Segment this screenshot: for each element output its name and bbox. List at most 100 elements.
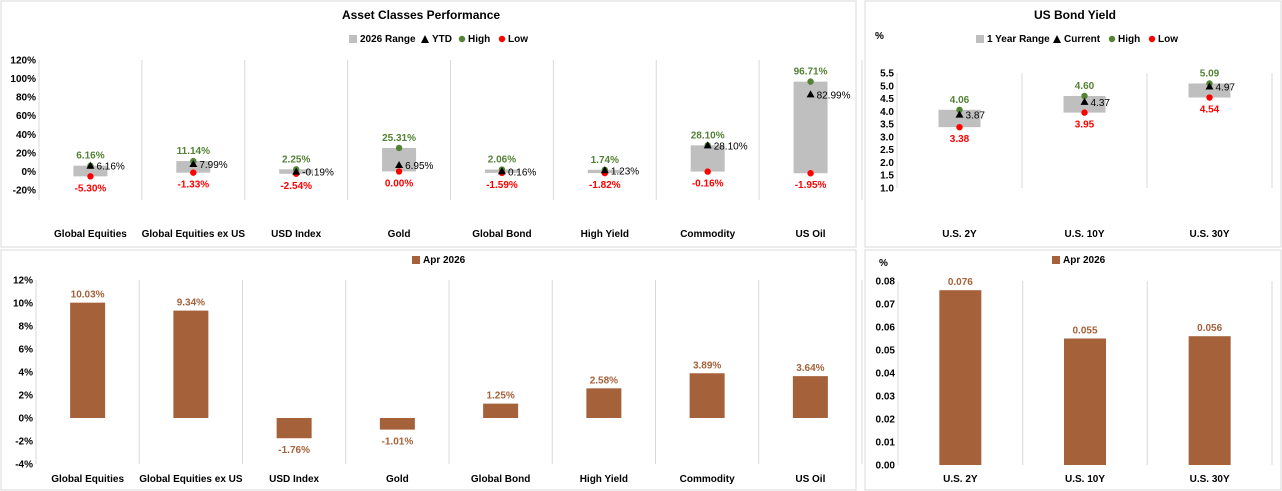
panel-bond-range [864,0,1282,248]
y-tick-label: 40% [16,130,36,141]
low-marker [956,123,963,131]
asset-range-title: Asset Classes Performance [342,8,500,22]
bar-value-label: -1.01% [382,437,414,448]
y-tick-label: 5.5 [880,69,894,80]
legend-label-low: Low [1158,34,1178,45]
x-category-label: US Oil [795,474,825,485]
y-tick-label: 0% [22,167,37,178]
current-marker [1205,82,1214,90]
low-marker [1081,109,1088,116]
y-tick-label: 0.01 [876,438,896,449]
x-category-label: U.S. 2Y [942,229,977,240]
y-tick-label: 5.0 [880,81,894,92]
y-tick-label: 6% [19,345,34,356]
high-value-label: 25.31% [382,133,416,144]
high-value-label: 2.06% [488,155,516,166]
high-value-label: 4.60 [1075,81,1095,92]
legend-swatch-range [349,35,357,43]
bond-range-legend: 1 Year Range Current High Low [976,34,1178,45]
bar-value-label: 10.03% [71,290,105,301]
current-value-label: 82.99% [817,90,851,101]
bond-monthly-legend: Apr 2026 [1052,255,1106,266]
current-marker [395,160,404,168]
legend-high-icon [1108,35,1116,43]
y-tick-label: 0.00 [876,461,896,472]
x-category-label: Global Equities [54,229,127,240]
bar-value-label: -1.76% [278,445,310,456]
y-tick-label: 3.0 [880,132,894,143]
current-value-label: 4.37 [1091,98,1111,109]
bar-value-label: 9.34% [177,298,205,309]
x-category-label: U.S. 30Y [1189,229,1229,240]
legend-low-icon [1148,35,1156,43]
current-value-label: 4.97 [1216,83,1236,94]
asset-monthly-legend: Apr 2026 [412,255,466,266]
y-tick-label: 2.0 [880,158,894,169]
y-tick-label: 0% [19,414,34,425]
bar [586,388,622,418]
low-marker [704,168,711,175]
bar-value-label: 0.056 [1197,323,1222,334]
panel-bond-monthly [864,249,1282,491]
low-value-label: -1.33% [177,180,209,191]
low-marker [190,169,197,176]
y-tick-label: 0.07 [876,300,896,311]
range-bar [690,145,725,172]
legend-swatch-range [976,35,984,43]
x-category-label: USD Index [271,229,321,240]
bond-range-title: US Bond Yield [1034,8,1116,22]
bar [792,376,828,418]
x-category-label: Gold [386,474,409,485]
y-tick-label: 0.02 [876,415,896,426]
current-value-label: 3.87 [966,111,986,122]
y-tick-label: 20% [16,148,36,159]
x-category-label: U.S. 30Y [1190,474,1230,485]
y-tick-label: 10% [13,299,33,310]
y-tick-label: 0.03 [876,392,896,403]
asset-range-plot: -20% 0% 20% 40% 60% 80% 100% 120% Global Equitie… [10,56,863,240]
legend-label-range: 1 Year Range [987,34,1050,45]
y-tick-label: 0.06 [876,323,896,334]
legend-label-ytd: YTD [432,34,452,45]
x-category-label: U.S. 2Y [943,474,978,485]
low-value-label: -0.16% [692,179,724,190]
bar-value-label: 0.055 [1072,326,1097,337]
x-category-label: High Yield [580,474,628,485]
y-tick-label: 0.05 [876,346,896,357]
current-value-label: 0.16% [508,167,536,178]
x-category-label: Commodity [680,474,735,485]
high-value-label: 96.71% [794,67,828,78]
bar-value-label: 3.89% [693,360,721,371]
y-tick-label: -2% [15,437,33,448]
current-value-label: 7.99% [199,160,227,171]
low-marker [87,173,94,180]
x-category-label: Global Equities ex US [139,474,243,485]
current-marker [703,141,712,149]
current-marker [497,167,506,175]
y-tick-label: -20% [13,186,36,197]
asset-monthly-plot: -4% -2% 0% 2% 4% 6% 8% 10% 12% Global Equities Glo… [13,276,863,485]
x-category-label: US Oil [796,229,826,240]
legend-high-icon [458,35,466,43]
high-value-label: 28.10% [691,130,725,141]
current-marker [955,110,964,118]
current-marker [806,90,815,98]
low-marker [1206,94,1213,101]
x-category-label: Global Equities [51,474,124,485]
legend-swatch-monthly [412,256,420,264]
current-marker [189,160,198,168]
y-tick-label: 100% [10,74,36,85]
y-tick-label: 60% [16,111,36,122]
y-tick-label: 0.08 [876,277,896,288]
low-value-label: -1.82% [589,180,621,191]
high-value-label: 6.16% [76,151,104,162]
x-category-label: U.S. 10Y [1064,229,1104,240]
bar [276,418,312,439]
high-marker [807,78,814,85]
bar [1064,338,1106,465]
high-marker [956,106,963,114]
bar-value-label: 2.58% [590,375,618,386]
legend-label-high: High [1118,34,1140,45]
y-tick-label: 12% [13,276,33,287]
current-value-label: 6.16% [96,162,124,173]
